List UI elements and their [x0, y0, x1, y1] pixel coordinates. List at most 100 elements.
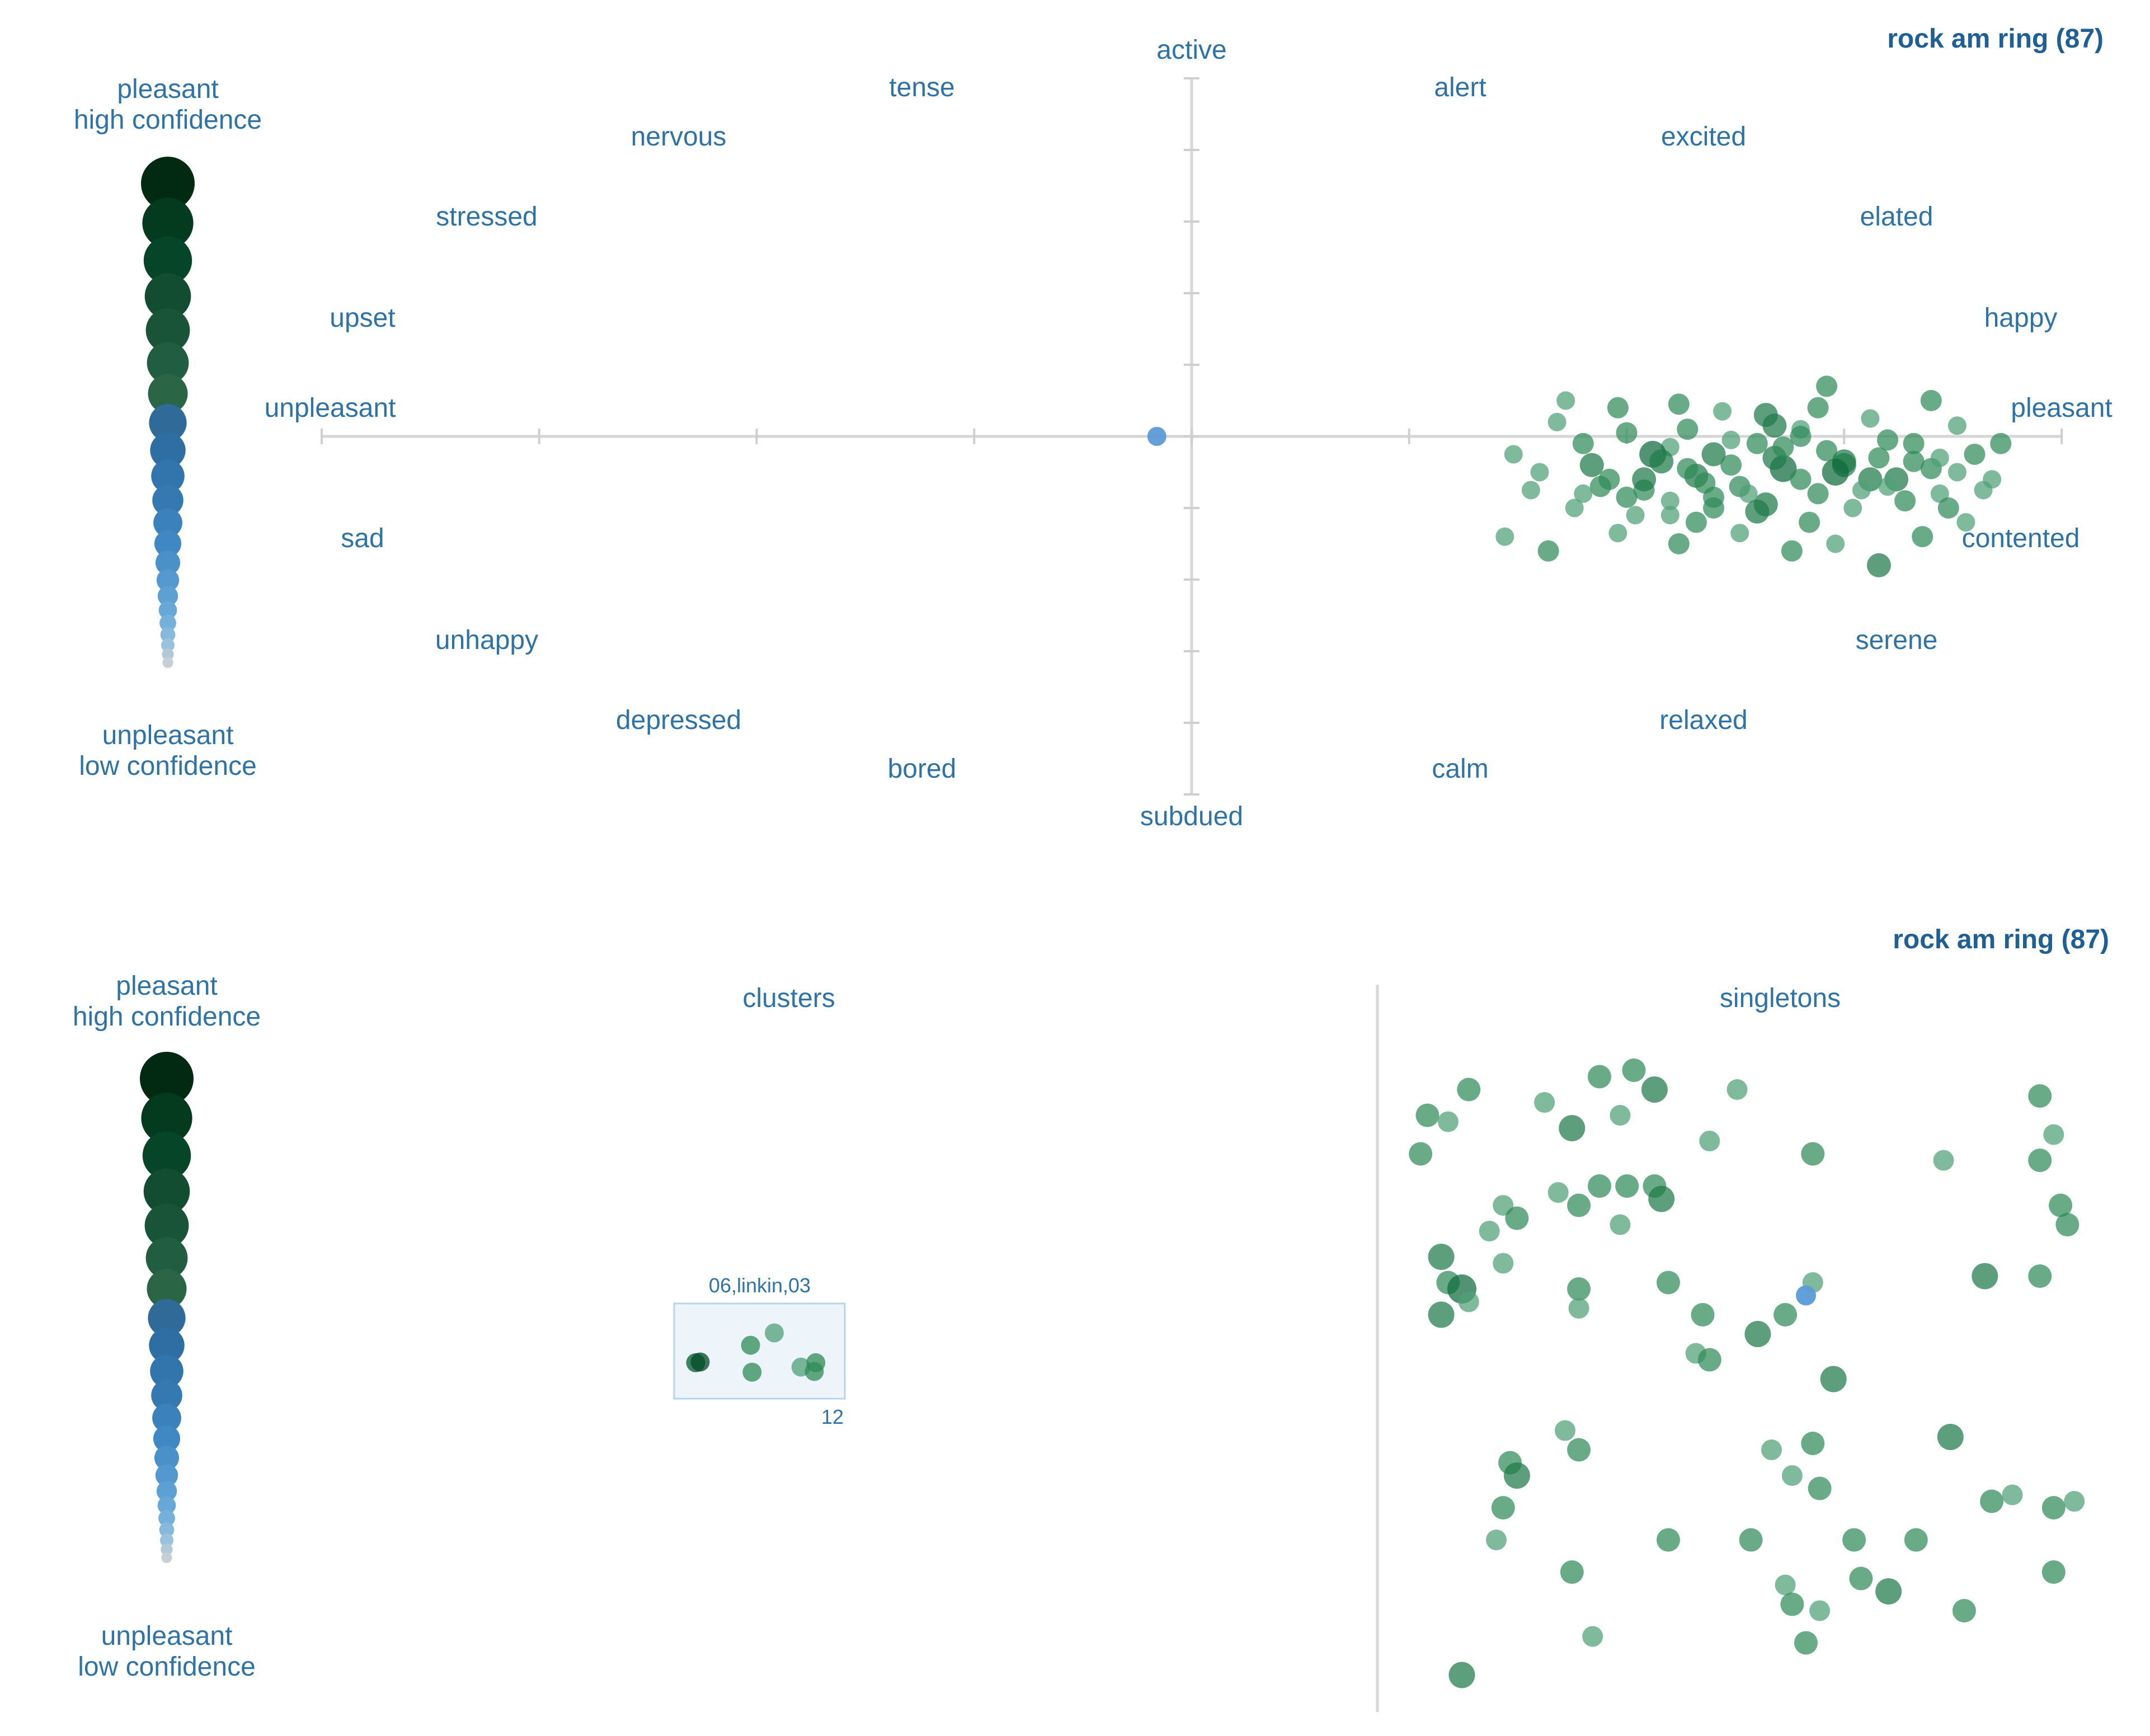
singleton-point [1773, 1303, 1798, 1326]
cluster-point [765, 1323, 784, 1343]
cluster-box[interactable] [673, 1302, 846, 1400]
track-point [1660, 506, 1679, 525]
track-point [1807, 483, 1829, 505]
legend-swatch [157, 1496, 176, 1514]
singleton-point [1582, 1626, 1603, 1647]
cluster-point [741, 1335, 760, 1355]
singleton-point [2028, 1264, 2052, 1288]
track-point [1772, 436, 1794, 458]
track-point [1632, 467, 1657, 492]
singleton-point [1937, 1424, 1964, 1450]
legend-swatch [153, 508, 182, 538]
track-point [1589, 476, 1611, 497]
singleton-point [1505, 1206, 1529, 1230]
legend-bottom-panel: pleasant high confidence unpleasant low … [73, 971, 261, 1682]
singleton-point [1409, 1142, 1433, 1166]
track-point [1974, 481, 1993, 500]
singleton-point [1849, 1566, 1873, 1591]
singleton-point [1428, 1244, 1455, 1270]
legend-swatch [161, 638, 175, 652]
legend-swatch [151, 1380, 182, 1411]
singleton-point [1726, 1079, 1748, 1100]
track-point [1746, 432, 1768, 454]
singleton-point [1691, 1303, 1715, 1326]
mood-label-serene: serene [1856, 625, 1938, 655]
legend-swatch [140, 1052, 194, 1105]
cluster-points [686, 1323, 826, 1382]
track-point [1701, 442, 1726, 467]
legend-swatches [141, 157, 195, 668]
singleton-point [1534, 1092, 1555, 1113]
track-point [1868, 447, 1890, 469]
legend-top-line1: pleasant [117, 74, 218, 104]
track-point [1608, 524, 1627, 543]
singleton-point [1781, 1465, 1803, 1486]
mood-label-relaxed: relaxed [1659, 705, 1747, 735]
singleton-point [1875, 1578, 1902, 1605]
track-point [1703, 486, 1724, 508]
mood-label-tense: tense [889, 73, 954, 102]
singleton-point [1615, 1174, 1639, 1198]
track-point [1616, 422, 1638, 444]
track-point [1721, 430, 1740, 449]
legend-swatch [152, 484, 184, 516]
legend-swatch [149, 1328, 185, 1363]
highlight-point [1796, 1285, 1816, 1306]
singleton-point [1933, 1150, 1954, 1171]
singleton-point [1657, 1271, 1680, 1295]
mood-label-stressed: stressed [436, 202, 537, 232]
legend-swatch [141, 157, 195, 210]
singleton-point [1699, 1131, 1720, 1151]
legend-swatch [161, 1552, 172, 1563]
legend-swatch [158, 1509, 175, 1527]
track-point [1903, 450, 1925, 472]
track-point [1607, 397, 1629, 418]
legend-swatch [142, 1131, 191, 1180]
singleton-point [2041, 1560, 2066, 1584]
singleton-point [1567, 1193, 1591, 1217]
track-point [1547, 412, 1566, 431]
legend-swatch [150, 432, 186, 468]
legend2-top-line1: pleasant [116, 971, 217, 1001]
mood-label-contented: contented [1962, 524, 2080, 553]
track-point [1565, 498, 1584, 517]
track-points [1147, 375, 2012, 577]
track-point [1649, 449, 1674, 474]
singleton-point [1761, 1439, 1782, 1460]
cluster-view: rock am ring (87) clusters singletons 06… [673, 925, 2109, 1712]
singleton-point [1547, 1182, 1569, 1203]
singleton-point [1610, 1105, 1631, 1126]
cluster-group[interactable]: 06,linkin,03 12 [673, 1274, 846, 1428]
legend-swatch [143, 236, 192, 285]
singleton-point [1780, 1592, 1804, 1616]
track-point [1937, 497, 1959, 519]
mood-label-upset: upset [330, 303, 395, 333]
legend-top-line2: high confidence [74, 105, 262, 135]
track-point [1685, 511, 1707, 533]
track-point [1730, 524, 1749, 543]
track-point [1826, 534, 1845, 553]
mood-label-alert: alert [1434, 73, 1486, 102]
cluster-point [742, 1362, 762, 1382]
track-point [1964, 444, 1986, 465]
legend-swatch [154, 1445, 180, 1470]
track-point [1877, 429, 1898, 451]
mood-label-bored: bored [888, 754, 957, 784]
legend-swatch [156, 568, 180, 592]
singleton-point [1972, 1263, 1998, 1290]
singleton-point [1697, 1348, 1721, 1372]
mood-label-happy: happy [1984, 303, 2058, 333]
highlight-point [1147, 427, 1166, 446]
track-point [1739, 484, 1758, 503]
legend-swatch [148, 374, 188, 414]
singleton-point [2002, 1484, 2023, 1506]
legend-swatch [156, 1481, 177, 1502]
track-point [1668, 533, 1690, 554]
legend2-top-line2: high confidence [73, 1002, 261, 1032]
legend-swatch [159, 1522, 175, 1537]
singleton-point [1641, 1076, 1668, 1103]
track-point [1537, 540, 1559, 562]
mood-circumplex-plot: rock am ring (87) active subdued unpleas… [265, 24, 2113, 831]
legend-swatch [141, 1093, 192, 1144]
